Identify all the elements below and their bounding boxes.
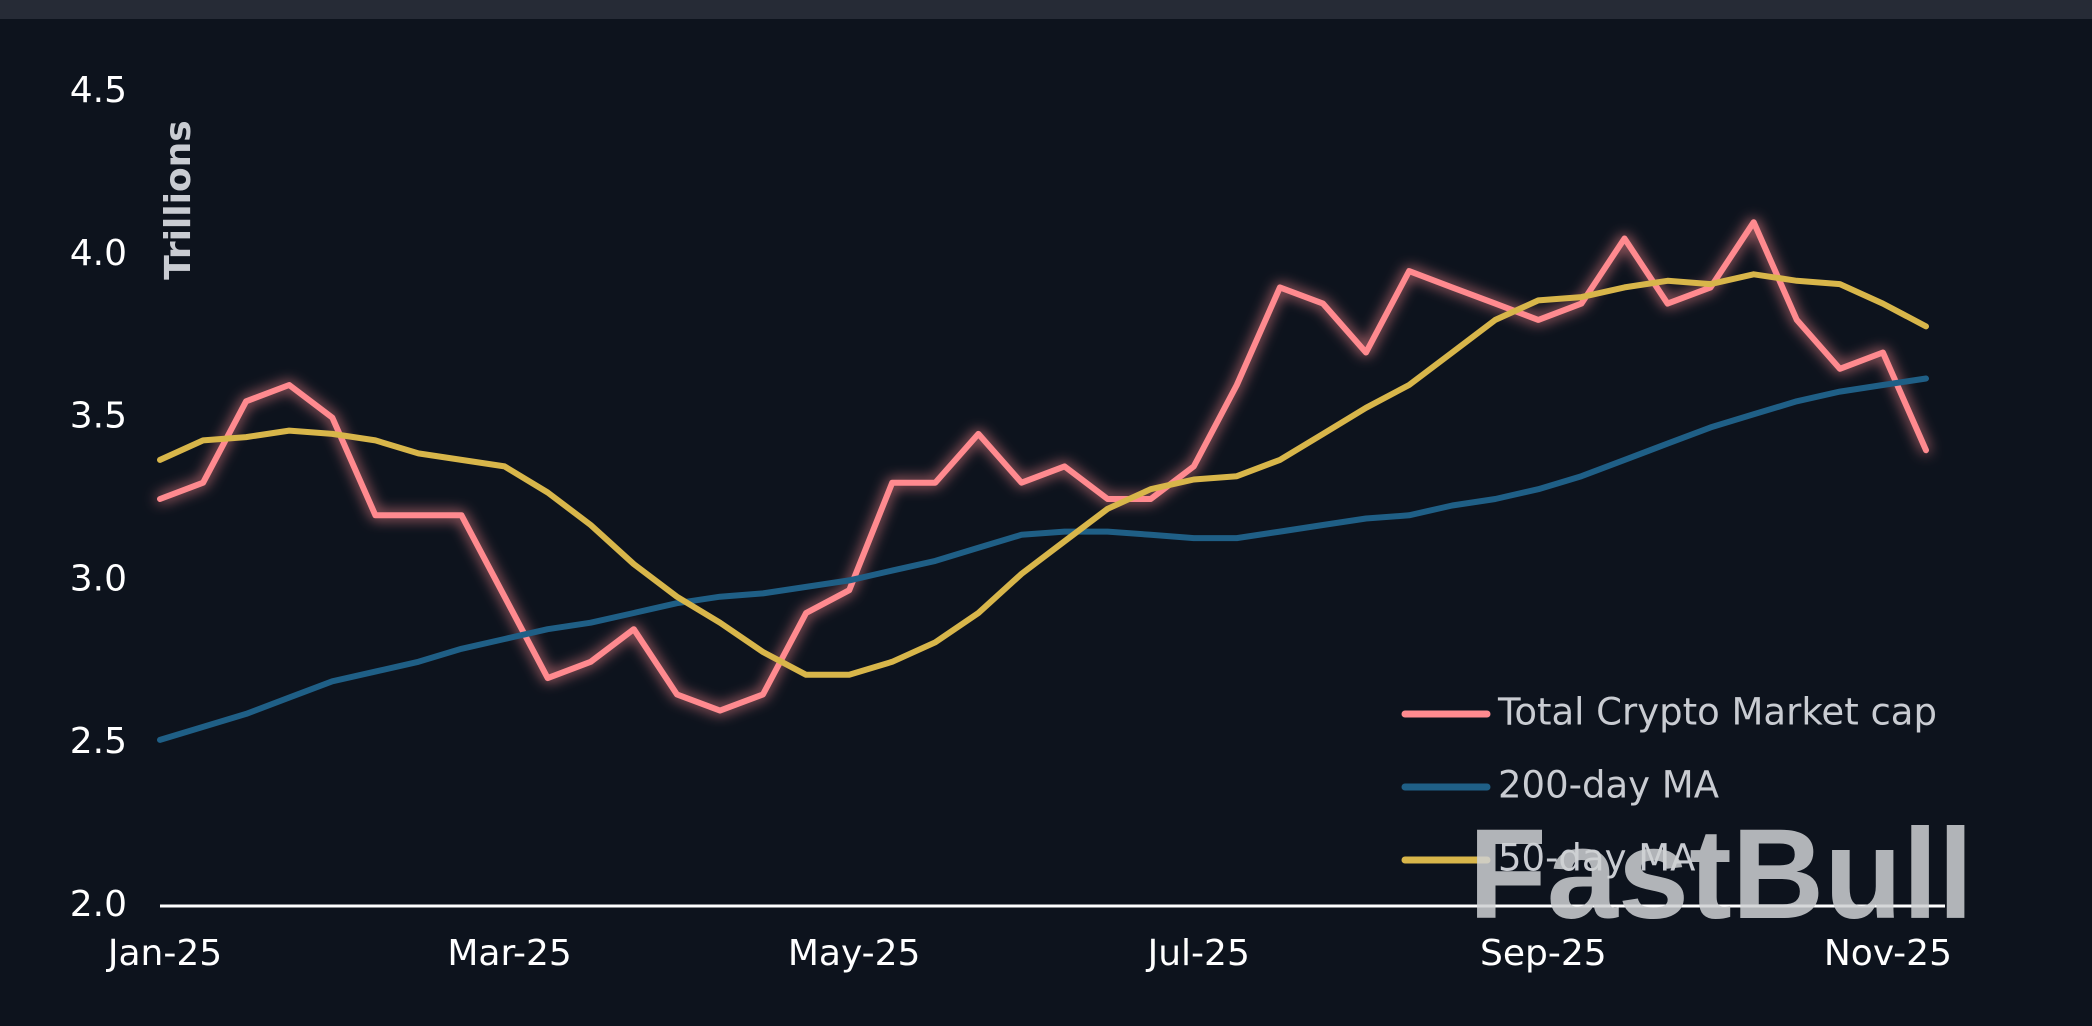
y-tick-label: 4.0: [70, 233, 127, 274]
y-tick-label: 4.5: [70, 70, 127, 111]
series-line: [157, 219, 1929, 714]
top-bar: [0, 0, 2092, 19]
x-tick-label: May-25: [788, 933, 921, 974]
y-axis-label: Trillions: [158, 120, 199, 280]
y-tick-label: 2.0: [70, 884, 127, 925]
plot-area: 2.0 2.5 3.0 3.5 4.0 4.5 Jan-25 Mar-25 May-25 Jul-…: [70, 70, 1952, 974]
legend-label: 200-day MA: [1498, 764, 1719, 807]
x-tick-label: Mar-25: [447, 933, 571, 974]
legend-label: 50-day MA: [1498, 837, 1695, 880]
watermark: FastBull: [1469, 803, 1974, 946]
x-tick-label: Nov-25: [1824, 933, 1952, 974]
x-tick-label: Jan-25: [106, 933, 222, 974]
y-tick-label: 3.5: [70, 396, 127, 437]
x-tick-label: Jul-25: [1146, 933, 1250, 974]
y-tick-label: 3.0: [70, 558, 127, 599]
legend-label: Total Crypto Market cap: [1497, 691, 1937, 734]
series-line: [157, 271, 1929, 678]
series-line: [157, 375, 1929, 743]
y-tick-label: 2.5: [70, 721, 127, 762]
x-tick-label: Sep-25: [1480, 933, 1607, 974]
